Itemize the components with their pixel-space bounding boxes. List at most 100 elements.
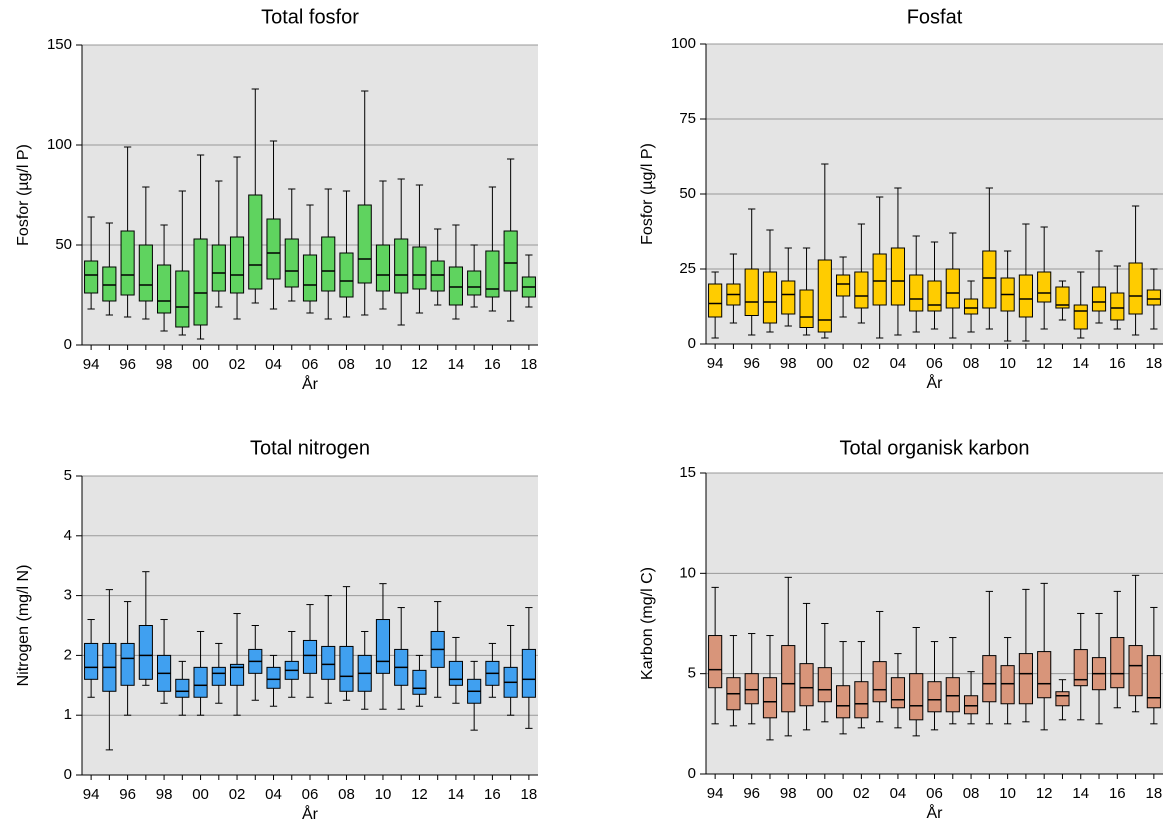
x-tick-label: 04 <box>890 785 907 802</box>
x-tick-label: 02 <box>853 785 870 802</box>
box <box>762 677 778 719</box>
x-tick-label: 08 <box>963 785 980 802</box>
y-tick-label: 75 <box>679 110 696 127</box>
box <box>430 260 445 292</box>
y-tick-label: 50 <box>55 236 72 253</box>
box <box>138 625 153 680</box>
box <box>1018 274 1033 318</box>
box <box>945 268 960 309</box>
x-tick-label: 16 <box>484 356 501 373</box>
x-tick-label: 94 <box>707 355 724 372</box>
panel: 0 25 50 75 100 94 96 98 00 02 04 06 08 10 12 14 16 18 Fosf… <box>639 6 1163 392</box>
x-axis-label: År <box>927 803 944 822</box>
box <box>1091 286 1107 312</box>
x-tick-label: 00 <box>816 355 833 372</box>
x-tick-label: 94 <box>707 785 724 802</box>
box <box>266 666 281 689</box>
box <box>781 280 796 315</box>
x-tick-label: 12 <box>1036 355 1053 372</box>
box <box>799 289 814 328</box>
box <box>1128 262 1143 315</box>
x-tick-label: 14 <box>1072 785 1089 802</box>
x-axis-label: År <box>927 373 944 392</box>
x-tick-label: 94 <box>83 786 100 803</box>
x-tick-label: 94 <box>83 356 100 373</box>
y-axis-label: Fosfor (µg/l P) <box>639 143 656 245</box>
x-tick-label: 16 <box>1109 355 1126 372</box>
box <box>1146 289 1161 306</box>
box <box>872 253 887 306</box>
x-tick-label: 02 <box>229 356 246 373</box>
x-tick-label: 18 <box>1146 785 1163 802</box>
box <box>982 655 997 703</box>
y-tick-label: 0 <box>64 766 72 783</box>
x-tick-label: 14 <box>448 356 465 373</box>
box <box>1146 655 1161 709</box>
x-tick-label: 14 <box>448 786 465 803</box>
y-axis-label: Fosfor (µg/l P) <box>15 144 32 246</box>
x-tick-label: 08 <box>338 356 355 373</box>
x-tick-label: 14 <box>1072 355 1089 372</box>
box <box>375 619 391 674</box>
box <box>211 666 226 686</box>
y-tick-label: 15 <box>679 464 696 481</box>
box <box>394 238 409 294</box>
x-tick-label: 10 <box>999 785 1016 802</box>
box <box>836 274 851 297</box>
y-axis-label: Nitrogen (mg/l N) <box>15 565 32 687</box>
box <box>1110 292 1125 321</box>
box <box>1055 286 1070 309</box>
box <box>1110 637 1125 689</box>
box <box>1000 665 1015 705</box>
box <box>890 677 906 709</box>
x-tick-label: 96 <box>743 785 760 802</box>
chart-title: Total nitrogen <box>250 437 370 459</box>
box <box>412 246 427 290</box>
box <box>708 283 723 318</box>
x-tick-label: 04 <box>265 786 282 803</box>
y-axis-label: Karbon (mg/l C) <box>639 567 656 680</box>
y-tick-label: 2 <box>64 646 72 663</box>
box <box>248 194 263 290</box>
y-tick-label: 0 <box>688 765 696 782</box>
box <box>781 645 796 713</box>
box <box>503 230 518 292</box>
box <box>84 260 99 294</box>
box <box>375 244 391 292</box>
x-tick-label: 02 <box>229 786 246 803</box>
box <box>890 247 906 306</box>
x-tick-label: 12 <box>411 356 428 373</box>
box <box>1073 649 1088 687</box>
y-tick-label: 100 <box>47 136 72 153</box>
box <box>744 268 759 316</box>
box <box>744 673 759 705</box>
x-tick-label: 12 <box>411 786 428 803</box>
box <box>211 244 226 292</box>
box <box>157 264 172 314</box>
box <box>762 271 778 324</box>
box <box>84 642 99 680</box>
x-tick-label: 16 <box>484 786 501 803</box>
x-tick-label: 16 <box>1109 785 1126 802</box>
box <box>1128 645 1143 697</box>
box <box>521 648 536 698</box>
x-tick-label: 98 <box>780 355 797 372</box>
box <box>982 250 997 309</box>
x-tick-label: 06 <box>302 786 319 803</box>
box <box>1037 651 1052 699</box>
box <box>302 254 318 302</box>
x-tick-label: 06 <box>926 785 943 802</box>
x-tick-label: 12 <box>1036 785 1053 802</box>
box <box>339 252 354 298</box>
x-tick-label: 00 <box>192 786 209 803</box>
y-tick-label: 0 <box>688 335 696 352</box>
x-tick-label: 04 <box>890 355 907 372</box>
x-tick-label: 10 <box>375 356 392 373</box>
y-tick-label: 4 <box>64 527 72 544</box>
y-tick-label: 50 <box>679 185 696 202</box>
x-tick-label: 06 <box>302 356 319 373</box>
box <box>193 238 208 326</box>
panel: 0 50 100 150 94 96 98 00 02 04 06 08 10 12 14 16 18 Total… <box>15 6 538 393</box>
box <box>120 230 135 296</box>
